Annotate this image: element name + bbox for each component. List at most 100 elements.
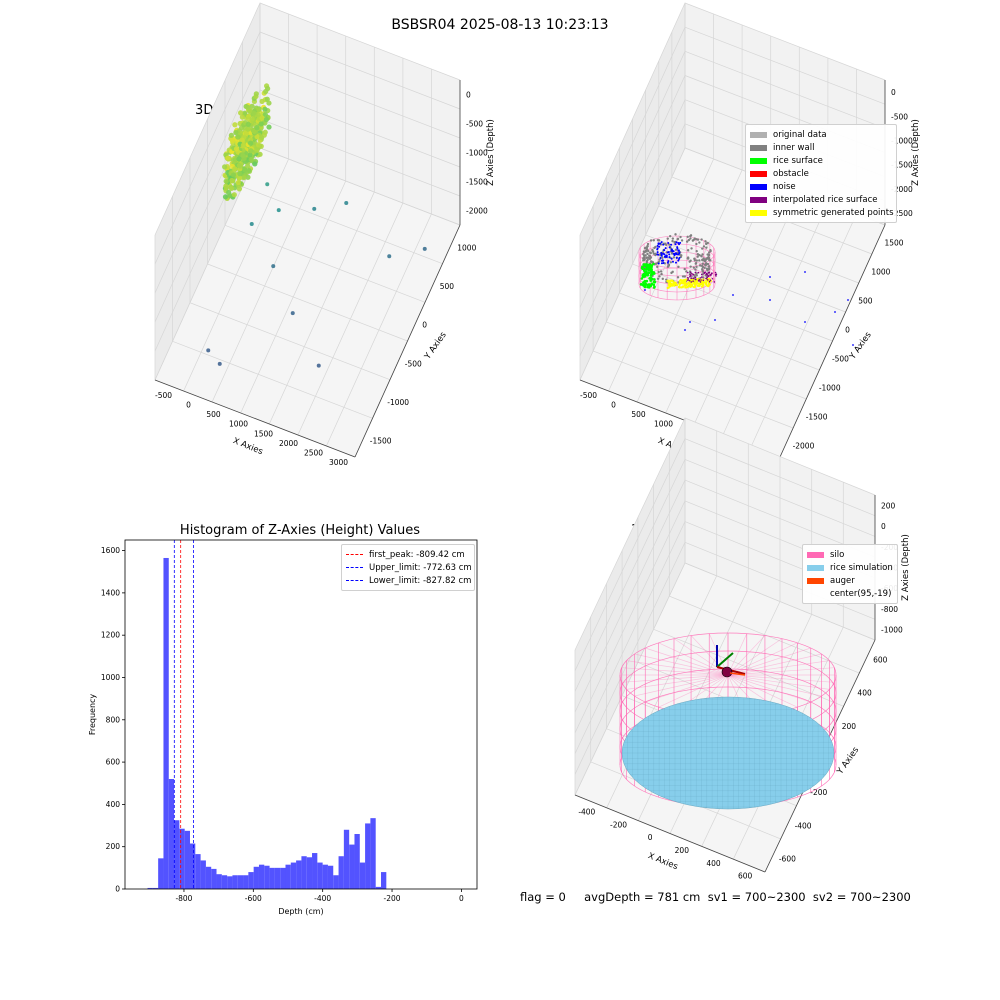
cluster-point xyxy=(223,183,229,189)
noise-point xyxy=(679,241,682,244)
rice-surface-point xyxy=(646,267,650,270)
outlier-point xyxy=(312,206,317,211)
x-tick-label: -400 xyxy=(578,807,595,816)
noise-point xyxy=(675,253,678,256)
noise-point xyxy=(644,289,646,291)
inner-wall-point xyxy=(708,259,712,262)
legend-label: Upper_limit: -772.63 cm xyxy=(369,562,472,573)
inner-wall-point xyxy=(650,260,653,263)
interpolated-point xyxy=(697,271,700,274)
histogram-bar xyxy=(195,854,201,889)
histogram-chart: -800 -600 -400 -200 0 0 200 400 600 800 1000 1200 14… xyxy=(88,539,478,916)
cluster-point xyxy=(233,130,239,136)
rice-surface-point xyxy=(643,273,647,276)
x-tick-label: 600 xyxy=(738,872,753,881)
inner-wall-point xyxy=(706,269,709,272)
y-tick-label: 1000 xyxy=(871,268,890,277)
cluster-point xyxy=(235,134,241,140)
inner-wall-point xyxy=(661,256,664,259)
inner-wall-point xyxy=(706,262,710,266)
noise-point xyxy=(656,248,659,251)
inner-wall-point xyxy=(694,268,697,271)
cluster-point xyxy=(265,86,271,92)
legend-entry: Lower_limit: -827.82 cm xyxy=(346,574,471,587)
cluster-point xyxy=(256,106,262,113)
cluster-point xyxy=(242,110,248,116)
cluster-point xyxy=(239,114,245,120)
x-axis-label: Depth (cm) xyxy=(278,907,323,916)
y-tick-label: 200 xyxy=(842,722,857,731)
legend-entry: interpolated rice surface xyxy=(750,193,892,206)
inner-wall-point xyxy=(703,266,706,270)
legend-entry: Upper_limit: -772.63 cm xyxy=(346,561,472,574)
interpolated-point xyxy=(697,279,700,282)
legend-label: first_peak: -809.42 cm xyxy=(369,549,465,560)
x-tick-label: 0 xyxy=(186,400,191,409)
symmetric-point xyxy=(692,281,695,284)
noise-point xyxy=(657,262,660,265)
cluster-point xyxy=(259,135,265,141)
inner-wall-point xyxy=(691,239,695,242)
y-tick-label: 600 xyxy=(106,758,121,767)
cluster-point xyxy=(249,116,255,122)
outlier-point xyxy=(422,246,427,251)
legend-label: silo xyxy=(830,549,845,560)
noise-point xyxy=(677,253,680,256)
x-tick-label: 3000 xyxy=(329,458,348,467)
noise-point xyxy=(675,241,678,244)
interpolated-point xyxy=(702,279,705,282)
noise-point xyxy=(852,344,854,346)
x-tick-label: 1000 xyxy=(229,420,248,429)
symmetric-point xyxy=(707,282,710,285)
noise-point xyxy=(656,253,659,256)
rice-surface-point xyxy=(643,279,647,283)
y-axis-label: Y Axies xyxy=(847,330,874,362)
legend-label: noise xyxy=(773,181,796,192)
rice-surface-point xyxy=(644,264,647,268)
y-tick-label: -600 xyxy=(779,854,796,863)
histogram-bar xyxy=(343,829,350,889)
x-tick-label: 400 xyxy=(706,859,721,868)
noise-point xyxy=(668,256,671,259)
rice-surface-point xyxy=(642,283,645,286)
z-axis-label: Z Axies (Depth) xyxy=(911,119,921,186)
legend-entry: rice surface xyxy=(750,154,892,167)
x-tick-label: 2000 xyxy=(279,439,298,448)
symmetric-point xyxy=(671,284,674,287)
status-footer: flag = 0 avgDepth = 781 cm sv1 = 700~230… xyxy=(520,890,911,904)
rice-surface-point xyxy=(649,274,653,277)
noise-point xyxy=(666,261,669,264)
legend-entry: rice simulation xyxy=(807,561,893,574)
cluster-point xyxy=(248,148,254,154)
noise-point xyxy=(662,262,665,265)
cluster-point xyxy=(263,116,269,123)
cluster-point xyxy=(243,130,249,136)
inner-wall-point xyxy=(686,257,690,260)
x-tick-label: 500 xyxy=(631,410,646,419)
legend-entry: obstacle xyxy=(750,167,892,180)
noise-point xyxy=(674,243,677,246)
inner-wall-point xyxy=(660,272,663,276)
inner-wall-point xyxy=(698,259,701,262)
interpolated-point xyxy=(713,281,716,283)
rice-mesh xyxy=(622,697,834,809)
cluster-point xyxy=(254,125,260,131)
symmetric-point xyxy=(696,284,699,287)
rice-surface-point xyxy=(646,263,650,267)
noise-point xyxy=(677,259,680,262)
z-tick-label: 0 xyxy=(881,522,886,531)
histogram-bar xyxy=(301,856,307,889)
inner-wall-point xyxy=(709,249,712,253)
cluster-point xyxy=(245,163,251,169)
inner-wall-point xyxy=(646,249,650,253)
noise-point xyxy=(660,253,663,256)
inner-wall-point xyxy=(667,263,671,267)
y-tick-label: -400 xyxy=(795,821,812,830)
rice-surface-point xyxy=(640,266,644,270)
y-tick-label: 500 xyxy=(858,297,873,306)
legend-label: inner wall xyxy=(773,142,815,153)
interpolated-point xyxy=(700,279,702,281)
rice-surface-point xyxy=(651,270,654,274)
symmetric-point xyxy=(669,285,672,288)
inner-wall-point xyxy=(661,277,664,281)
